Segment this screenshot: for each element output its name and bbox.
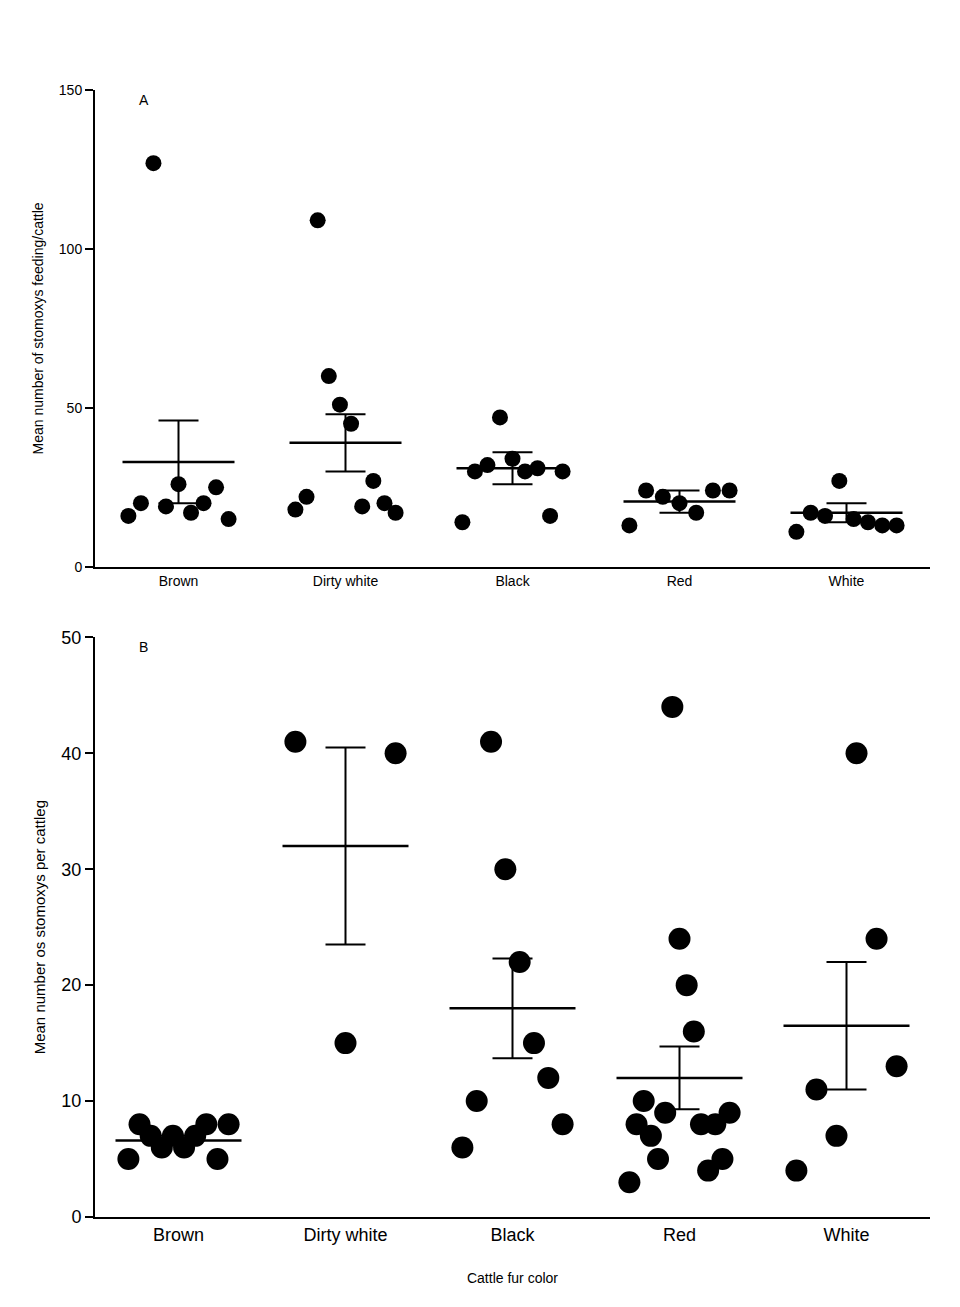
svg-text:30: 30 (61, 860, 81, 880)
svg-text:Dirty white: Dirty white (313, 573, 379, 589)
svg-text:0: 0 (71, 1207, 81, 1227)
svg-text:Brown: Brown (153, 1225, 204, 1245)
svg-text:10: 10 (61, 1091, 81, 1111)
svg-text:Cattle fur color: Cattle fur color (467, 1270, 558, 1286)
svg-text:Black: Black (490, 1225, 535, 1245)
svg-text:20: 20 (61, 975, 81, 995)
svg-text:40: 40 (61, 744, 81, 764)
svg-text:B: B (139, 639, 148, 655)
svg-text:Red: Red (663, 1225, 696, 1245)
svg-text:0: 0 (74, 559, 82, 575)
svg-text:Mean number of stomoxys feedin: Mean number of stomoxys feeding/cattle (30, 202, 46, 454)
svg-text:Brown: Brown (159, 573, 199, 589)
svg-text:Dirty white: Dirty white (303, 1225, 387, 1245)
svg-text:White: White (829, 573, 865, 589)
svg-text:50: 50 (61, 628, 81, 648)
svg-text:150: 150 (59, 82, 83, 98)
svg-text:Red: Red (667, 573, 693, 589)
svg-text:White: White (823, 1225, 869, 1245)
svg-text:Mean number os stomoxys per ca: Mean number os stomoxys per cattleg (31, 800, 48, 1054)
svg-text:50: 50 (67, 400, 83, 416)
svg-text:100: 100 (59, 241, 83, 257)
svg-text:Black: Black (495, 573, 530, 589)
svg-text:A: A (139, 92, 149, 108)
